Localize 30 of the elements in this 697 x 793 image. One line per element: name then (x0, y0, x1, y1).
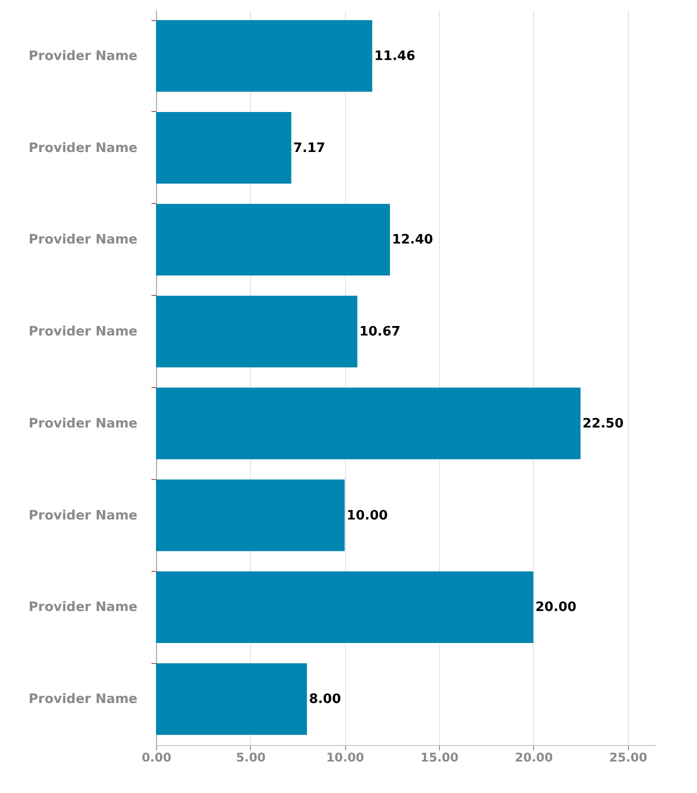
x-tick-label: 5.00 (236, 750, 266, 764)
bar (156, 663, 307, 735)
y-tick-label: Provider Name (28, 416, 138, 432)
bar (156, 296, 358, 368)
y-tick-label: Provider Name (28, 48, 138, 64)
y-tick-label: Provider Name (28, 140, 138, 156)
data-label: 22.50 (582, 416, 624, 432)
x-tick-label: 10.00 (326, 750, 364, 764)
x-tick-label: 25.00 (609, 750, 648, 764)
bar (156, 571, 534, 644)
data-label: 10.67 (359, 324, 400, 340)
bar (156, 479, 345, 552)
bar (156, 204, 390, 276)
data-label: 7.17 (293, 140, 326, 156)
x-tick-label: 0.00 (142, 750, 172, 764)
data-label: 8.00 (308, 692, 342, 708)
x-tick-label: 15.00 (420, 750, 459, 764)
y-tick-label: Provider Name (28, 508, 138, 524)
y-tick-label: Provider Name (28, 600, 138, 616)
y-tick-label: Provider Name (28, 692, 138, 708)
bar (156, 388, 581, 460)
data-label: 20.00 (535, 600, 576, 616)
data-label: 10.00 (346, 508, 388, 524)
y-tick-label: Provider Name (28, 324, 138, 340)
data-label: 12.40 (392, 232, 434, 248)
x-tick-label: 20.00 (514, 750, 553, 764)
y-tick-label: Provider Name (28, 232, 138, 248)
data-label: 11.46 (374, 48, 416, 64)
bar (156, 112, 292, 184)
bar (156, 20, 372, 92)
